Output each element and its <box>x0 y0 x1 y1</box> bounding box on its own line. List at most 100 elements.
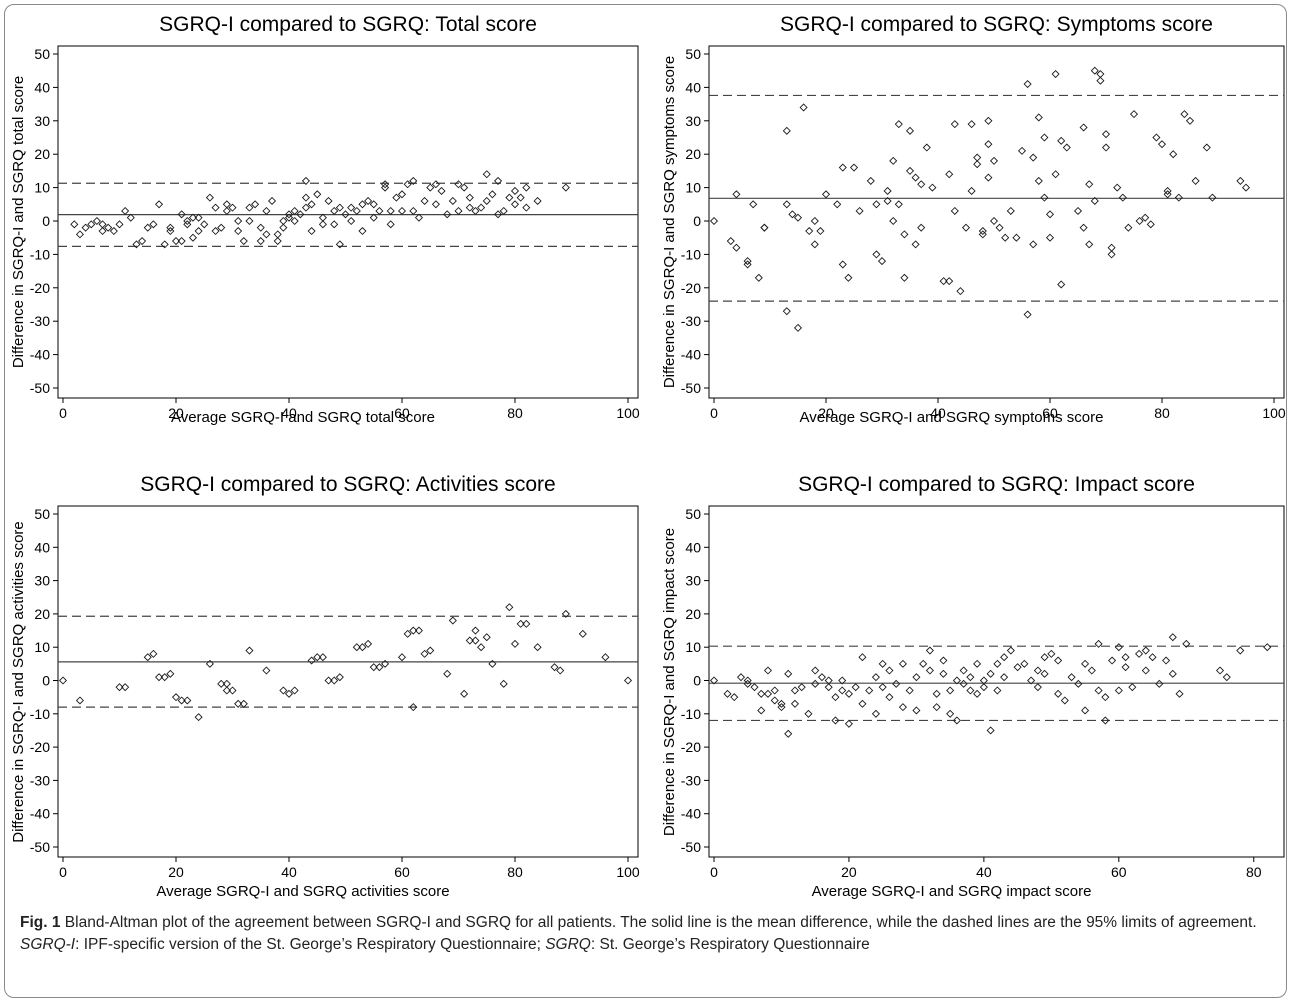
data-point <box>905 126 915 135</box>
data-point <box>889 156 898 165</box>
data-point <box>1222 673 1231 682</box>
data-point <box>1141 213 1150 222</box>
y-tick-label: 40 <box>34 539 50 555</box>
data-point <box>437 186 446 195</box>
x-tick-label: 80 <box>1154 405 1170 421</box>
data-point <box>959 679 968 688</box>
data-point <box>730 693 739 702</box>
data-point <box>1128 683 1137 692</box>
data-point <box>109 226 118 236</box>
x-tick-label: 0 <box>710 864 718 880</box>
data-point <box>750 683 759 692</box>
data-point <box>844 273 853 282</box>
y-tick-label: -40 <box>30 806 50 822</box>
data-point <box>1034 113 1043 122</box>
data-point <box>330 206 339 216</box>
data-point <box>1034 176 1043 185</box>
chart-impact-score: SGRQ-I compared to SGRQ: Impact score -50… <box>661 473 1285 900</box>
data-point <box>601 653 610 662</box>
data-point <box>889 216 898 226</box>
data-point <box>928 183 937 192</box>
data-point <box>290 206 299 216</box>
data-point <box>307 200 316 209</box>
data-point <box>1060 696 1069 705</box>
data-point <box>268 196 277 205</box>
data-point <box>183 220 192 229</box>
data-point <box>92 216 101 226</box>
x-tick-label: 100 <box>1262 405 1286 421</box>
data-point <box>431 180 440 189</box>
data-point <box>1168 633 1177 642</box>
data-point <box>239 699 248 708</box>
data-point <box>1113 183 1122 192</box>
data-point <box>966 673 975 682</box>
data-point <box>403 180 412 189</box>
data-point <box>166 669 175 678</box>
data-point <box>967 186 976 195</box>
data-point <box>324 196 333 205</box>
data-point <box>1090 196 1099 205</box>
data-point <box>1148 653 1157 662</box>
data-point <box>132 240 141 249</box>
plot-frame <box>57 45 639 399</box>
data-point <box>386 220 395 229</box>
data-point <box>375 663 384 672</box>
data-point <box>460 183 469 192</box>
data-point <box>177 696 186 705</box>
data-point <box>1152 133 1161 142</box>
data-point <box>188 233 197 242</box>
data-point <box>1029 153 1038 162</box>
y-tick-label: 50 <box>685 46 701 62</box>
data-point <box>420 196 429 205</box>
y-tick-label: -30 <box>681 313 701 329</box>
data-point <box>1175 689 1184 698</box>
data-point <box>494 176 503 185</box>
data-point <box>381 659 390 668</box>
data-point <box>166 223 175 232</box>
data-point <box>824 683 833 692</box>
data-point <box>844 719 853 728</box>
data-point <box>858 699 867 708</box>
data-point <box>743 676 752 685</box>
data-point <box>1182 639 1191 648</box>
data-point <box>251 200 260 209</box>
data-point <box>522 183 531 192</box>
data-point <box>1051 170 1060 179</box>
data-point <box>952 716 961 725</box>
chart-title: SGRQ-I compared to SGRQ: Activities scor… <box>140 473 555 496</box>
data-point <box>205 659 214 668</box>
data-point <box>426 183 435 192</box>
data-point <box>1157 140 1167 149</box>
data-point <box>143 223 152 232</box>
data-point <box>465 203 474 212</box>
chart-title: SGRQ-I compared to SGRQ: Total score <box>159 13 537 36</box>
data-point <box>743 260 752 269</box>
data-point <box>770 696 779 705</box>
data-point <box>749 200 758 209</box>
data-point <box>1141 646 1150 655</box>
caption-abbr-1: SGRQ-I <box>20 936 76 953</box>
data-point <box>194 713 203 722</box>
data-point <box>561 183 570 192</box>
data-point <box>799 103 808 112</box>
y-tick-label: 0 <box>42 213 50 229</box>
data-point <box>1121 653 1130 662</box>
data-point <box>946 709 955 718</box>
x-tick-label: 40 <box>930 405 946 421</box>
data-point <box>754 273 763 282</box>
data-point <box>790 699 800 708</box>
data-point <box>961 223 971 232</box>
data-point <box>732 190 741 199</box>
data-point <box>984 140 993 149</box>
data-point <box>1013 663 1022 672</box>
data-point <box>171 693 181 702</box>
data-point <box>138 237 147 246</box>
data-point <box>1162 656 1171 665</box>
y-tick-label: 50 <box>685 506 701 522</box>
data-point <box>1057 280 1066 289</box>
data-point <box>811 666 820 675</box>
data-point <box>488 190 497 199</box>
data-point <box>816 226 825 236</box>
data-point <box>1047 649 1056 658</box>
data-point <box>358 200 367 209</box>
